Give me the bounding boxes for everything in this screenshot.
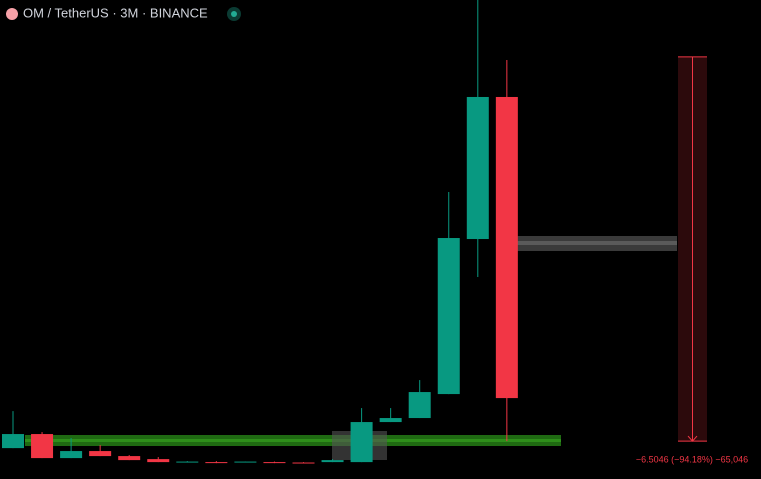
candle-body [379, 418, 402, 423]
candle-body [350, 422, 373, 463]
candle-body [234, 461, 257, 463]
candle-body [408, 392, 431, 419]
candle-body [147, 459, 170, 463]
candle-body [2, 434, 24, 449]
candle-body [205, 462, 228, 464]
candle-body [60, 451, 83, 459]
candle-body [263, 462, 286, 464]
candle-body [437, 238, 460, 395]
support-line [25, 439, 561, 442]
candle-body [292, 462, 315, 464]
candle-body [31, 434, 54, 459]
chart-title: OM / TetherUS · 3M · BINANCE [23, 5, 208, 20]
symbol-icon [6, 8, 18, 20]
candle-body [89, 451, 112, 457]
resistance-line [515, 241, 677, 245]
candle-body [466, 96, 489, 240]
status-dot [231, 11, 237, 17]
candle-body [495, 96, 518, 399]
candle-body [176, 461, 199, 463]
candle-body [321, 460, 344, 463]
measure-label: −6.5046 (−94.18%) −65,046 [636, 454, 748, 464]
measure-arrowhead [687, 435, 698, 442]
candle-body [118, 456, 141, 461]
